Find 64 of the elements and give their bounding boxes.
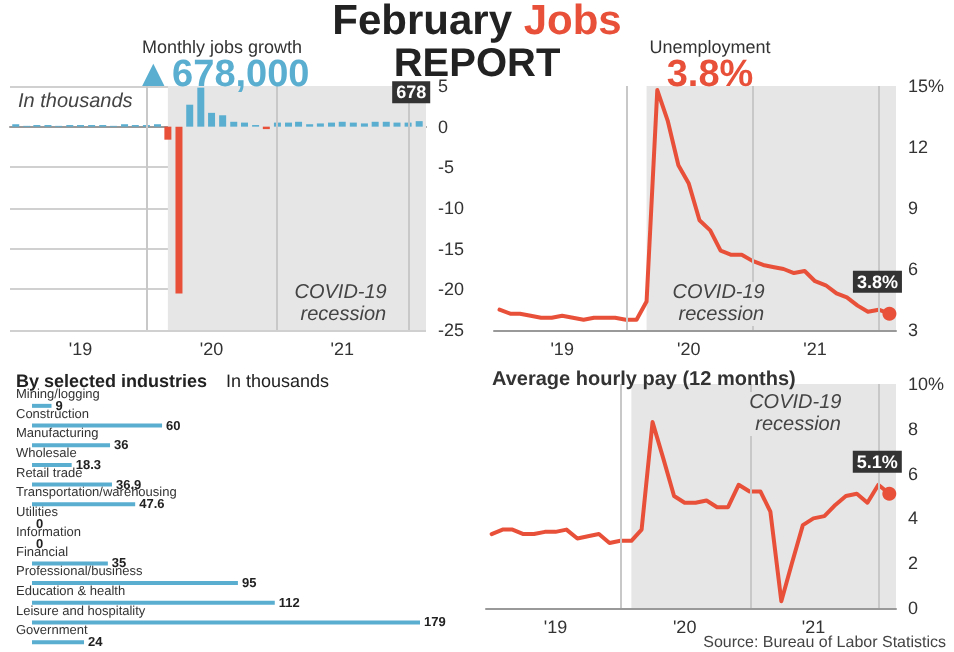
y-tick-label: 4: [908, 508, 919, 529]
y-axis-title: In thousands: [18, 91, 133, 113]
annotation: 5.1%: [856, 451, 898, 472]
y-tick-label: -20: [438, 279, 465, 300]
bar: [32, 423, 163, 428]
annotation: 678: [396, 82, 427, 103]
bar: [32, 640, 85, 645]
band-label: COVID-19 recession: [672, 282, 771, 326]
chart-subtitle: ▲678,000: [134, 54, 310, 96]
x-tick-label: '19: [550, 339, 574, 359]
y-tick-label: 5: [438, 76, 449, 96]
y-tick-label: 0: [908, 598, 919, 618]
y-tick-label: 3: [908, 320, 919, 340]
bar: [186, 104, 194, 127]
y-tick-label: 12: [908, 137, 929, 157]
x-tick-label: '21: [803, 339, 827, 359]
y-tick-label: -10: [438, 198, 465, 218]
bar: [32, 403, 52, 408]
x-tick-label: '20: [672, 617, 697, 637]
bar: [32, 462, 72, 467]
y-tick-label: 15%: [908, 76, 945, 96]
chart-title: Monthly jobs growth: [141, 37, 303, 57]
text: February Jobs: [332, 0, 622, 44]
y-tick-label: 6: [908, 463, 919, 484]
source-note: Source: Bureau of Labor Statistics: [703, 633, 947, 651]
x-tick-label: '21: [801, 617, 826, 637]
y-tick-label: -25: [438, 320, 465, 340]
x-tick-label: '20: [677, 339, 701, 359]
bar: [32, 443, 111, 448]
bar: [338, 121, 346, 127]
bar: [164, 126, 172, 140]
band-label: COVID-19 recession: [749, 392, 847, 436]
bar: [415, 121, 423, 127]
y-tick-label: -15: [438, 238, 465, 259]
bar: [230, 121, 238, 127]
chart-subtitle: 3.8%: [666, 54, 754, 96]
y-tick-label: -5: [438, 157, 455, 178]
bar: [219, 115, 227, 127]
bar: [32, 620, 420, 625]
chart-subtitle: In thousands: [226, 371, 331, 391]
bar: [175, 126, 183, 294]
band-label: COVID-19 recession: [294, 282, 393, 326]
bar: [371, 121, 379, 127]
chart-title: Average hourly pay (12 months): [492, 369, 796, 391]
x-tick-label: '19: [68, 339, 93, 359]
chart-title: By selected industries: [16, 371, 208, 391]
y-tick-label: 6: [908, 259, 919, 279]
y-tick-label: 2: [908, 553, 919, 574]
x-tick-label: '19: [543, 617, 568, 637]
x-tick-label: '20: [199, 339, 224, 359]
bar: [208, 112, 216, 127]
bar: [32, 581, 238, 586]
bar: [32, 482, 112, 487]
x-tick-label: '21: [330, 339, 354, 359]
annotation: 3.8%: [856, 271, 898, 292]
bar: [32, 561, 108, 566]
y-tick-label: 0: [438, 116, 449, 137]
bar: [382, 121, 390, 127]
y-tick-label: 10%: [908, 374, 945, 394]
bar: [32, 502, 136, 507]
y-tick-label: 9: [908, 198, 919, 218]
bar: [32, 600, 275, 605]
chart-title: Unemployment: [649, 37, 772, 57]
y-tick-label: 8: [908, 418, 919, 439]
